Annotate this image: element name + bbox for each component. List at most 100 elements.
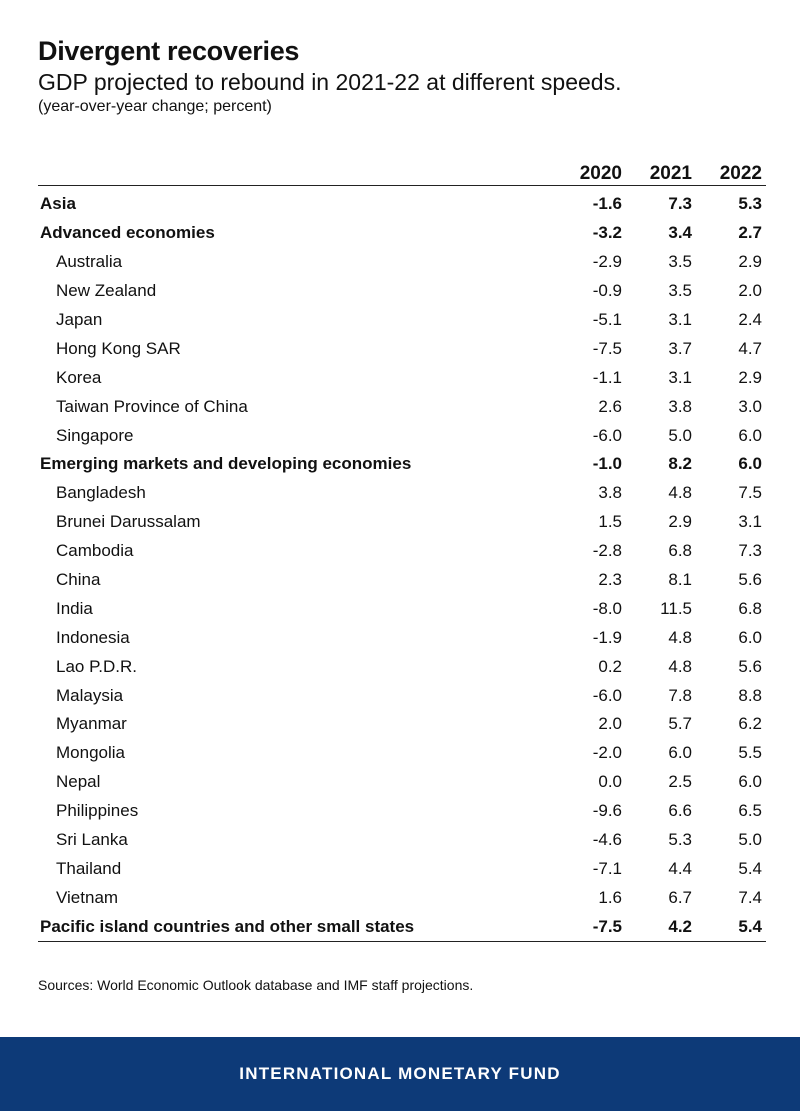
cell-value: -2.0 xyxy=(592,743,622,763)
cell-value: -5.1 xyxy=(592,310,622,329)
cell-value: -1.9 xyxy=(592,627,622,647)
cell-value: 4.7 xyxy=(738,338,762,358)
row-label: Pacific island countries and other small… xyxy=(38,912,556,943)
row-label: Korea xyxy=(56,367,102,387)
cell-value: 1.6 xyxy=(598,887,622,907)
cell-value: 2.9 xyxy=(738,367,762,387)
cell-value: -1.1 xyxy=(592,367,622,387)
row-label: Advanced economies xyxy=(40,223,215,243)
table-row: Australia -2.9 3.5 2.9 xyxy=(38,248,766,277)
cell-value: 7.3 xyxy=(668,194,692,214)
row-label: Lao P.D.R. xyxy=(56,656,137,676)
table-row: Korea -1.1 3.1 2.9 xyxy=(38,363,766,392)
cell-value: 2.0 xyxy=(738,281,762,301)
cell-value: 2.5 xyxy=(668,772,692,792)
cell-value: 3.1 xyxy=(668,367,692,387)
row-label: Malaysia xyxy=(56,685,124,705)
cell-value: 5.3 xyxy=(738,194,762,214)
table-row: Asia -1.6 7.3 5.3 xyxy=(38,186,766,219)
table-row: Lao P.D.R. 0.2 4.8 5.6 xyxy=(38,652,766,681)
table-row: Hong Kong SAR -7.5 3.7 4.7 xyxy=(38,334,766,363)
cell-value: 5.5 xyxy=(738,743,762,763)
cell-value: -7.5 xyxy=(592,338,622,358)
cell-value: -6.0 xyxy=(592,425,622,445)
table-row: Cambodia -2.8 6.8 7.3 xyxy=(38,537,766,566)
cell-value: 4.8 xyxy=(668,656,692,676)
row-label: Philippines xyxy=(56,801,139,821)
cell-value: 5.0 xyxy=(668,425,692,445)
cell-value: 6.2 xyxy=(738,714,762,734)
cell-value: 4.4 xyxy=(668,858,692,878)
page-subtitle: GDP projected to rebound in 2021-22 at d… xyxy=(38,69,622,95)
column-header: 2022 xyxy=(696,157,766,186)
cell-value: 8.8 xyxy=(738,685,762,705)
table-body: Asia -1.6 7.3 5.3 Advanced economies -3.2 3.4 2… xyxy=(38,186,766,943)
cell-value: 2.9 xyxy=(668,512,692,532)
cell-value: 6.5 xyxy=(738,801,762,821)
column-header: 2021 xyxy=(626,157,696,186)
cell-value: 3.8 xyxy=(598,483,622,503)
cell-value: 6.0 xyxy=(668,743,692,763)
cell-value: -1.6 xyxy=(592,194,622,214)
cell-value: -2.8 xyxy=(592,541,622,561)
cell-value: 6.6 xyxy=(668,801,692,821)
table-row: Brunei Darussalam 1.5 2.9 3.1 xyxy=(38,508,766,537)
table-row: Singapore -6.0 5.0 6.0 xyxy=(38,421,766,450)
table-row: China 2.3 8.1 5.6 xyxy=(38,566,766,595)
cell-value: 11.5 xyxy=(660,598,692,618)
cell-value: 3.1 xyxy=(668,310,692,329)
page-title: Divergent recoveries xyxy=(38,36,300,66)
cell-value: 3.5 xyxy=(668,252,692,272)
row-label: Japan xyxy=(56,310,103,329)
cell-value: 4.2 xyxy=(626,912,696,943)
cell-value: 5.4 xyxy=(696,912,766,943)
table-row: Advanced economies -3.2 3.4 2.7 xyxy=(38,219,766,248)
cell-value: 4.8 xyxy=(668,483,692,503)
cell-value: 7.3 xyxy=(738,541,762,561)
cell-value: 3.4 xyxy=(668,223,692,243)
cell-value: 2.7 xyxy=(738,223,762,243)
row-label: Australia xyxy=(56,252,123,272)
cell-value: -4.6 xyxy=(592,830,622,850)
table-row: Indonesia -1.9 4.8 6.0 xyxy=(38,623,766,652)
footer-bar: INTERNATIONAL MONETARY FUND xyxy=(0,1037,800,1111)
table-row: Vietnam 1.6 6.7 7.4 xyxy=(38,883,766,912)
cell-value: 6.8 xyxy=(738,598,762,618)
row-label: Myanmar xyxy=(56,714,127,734)
table-row: Thailand -7.1 4.4 5.4 xyxy=(38,854,766,883)
cell-value: 6.8 xyxy=(668,541,692,561)
cell-value: 5.6 xyxy=(738,570,762,590)
row-label: New Zealand xyxy=(56,281,157,301)
table-row: New Zealand -0.9 3.5 2.0 xyxy=(38,277,766,306)
cell-value: 7.8 xyxy=(668,685,692,705)
gdp-table: 2020 2021 2022 Asia -1.6 7.3 5.3 Advanced ec… xyxy=(38,157,766,943)
table-row: Malaysia -6.0 7.8 8.8 xyxy=(38,681,766,710)
cell-value: 3.1 xyxy=(738,512,762,532)
cell-value: 2.9 xyxy=(738,252,762,272)
cell-value: -7.1 xyxy=(592,858,622,878)
cell-value: 0.2 xyxy=(598,656,622,676)
table-row: Myanmar 2.0 5.7 6.2 xyxy=(38,710,766,739)
cell-value: 5.0 xyxy=(738,830,762,850)
cell-value: -0.9 xyxy=(592,281,622,301)
table-row: India -8.0 11.5 6.8 xyxy=(38,594,766,623)
unit-note: (year-over-year change; percent) xyxy=(38,98,272,115)
table-row: Emerging markets and developing economie… xyxy=(38,450,766,479)
cell-value: -8.0 xyxy=(592,598,622,618)
row-label: India xyxy=(56,598,93,618)
row-label: China xyxy=(56,570,101,590)
table-row: Pacific island countries and other small… xyxy=(38,912,766,943)
cell-value: 5.6 xyxy=(738,656,762,676)
cell-value: 6.7 xyxy=(668,887,692,907)
row-label: Mongolia xyxy=(56,743,125,763)
cell-value: 8.2 xyxy=(668,454,692,474)
cell-value: 2.3 xyxy=(598,570,622,590)
row-label: Sri Lanka xyxy=(56,830,128,850)
table-row: Japan -5.1 3.1 2.4 xyxy=(38,306,766,335)
cell-value: 6.0 xyxy=(738,627,762,647)
cell-value: 5.7 xyxy=(668,714,692,734)
table-row: Mongolia -2.0 6.0 5.5 xyxy=(38,739,766,768)
cell-value: 3.8 xyxy=(668,396,692,416)
cell-value: 6.0 xyxy=(738,425,762,445)
row-label: Vietnam xyxy=(56,887,119,907)
